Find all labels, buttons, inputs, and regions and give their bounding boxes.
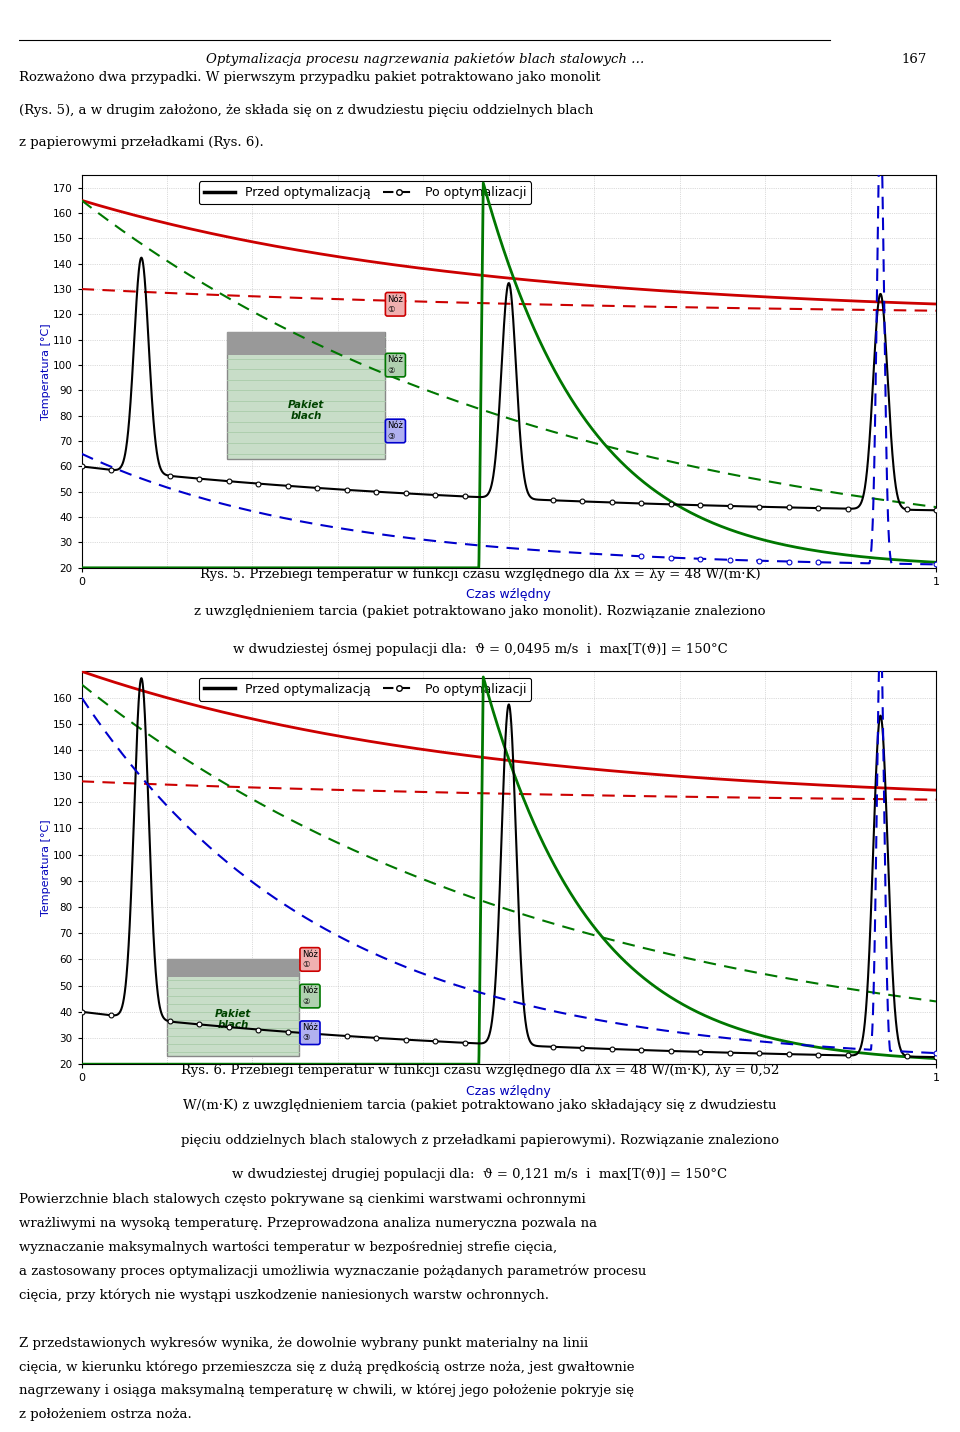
Bar bbox=[167, 959, 300, 1057]
Text: z papierowymi przeładkami (Rys. 6).: z papierowymi przeładkami (Rys. 6). bbox=[19, 136, 264, 149]
Text: Powierzchnie blach stalowych często pokrywane są cienkimi warstwami ochronnymi: Powierzchnie blach stalowych często pokr… bbox=[19, 1193, 586, 1206]
Text: wyznaczanie maksymalnych wartości temperatur w bezpośredniej strefie cięcia,: wyznaczanie maksymalnych wartości temper… bbox=[19, 1240, 558, 1253]
Text: a zastosowany proces optymalizacji umożliwia wyznaczanie pożądanych parametrów p: a zastosowany proces optymalizacji umożl… bbox=[19, 1264, 647, 1277]
Text: Nóż
②: Nóż ② bbox=[388, 355, 403, 375]
Text: W/(m·K) z uwzględnieniem tarcia (pakiet potraktowano jako składający się z dwudz: W/(m·K) z uwzględnieniem tarcia (pakiet … bbox=[183, 1098, 777, 1111]
Text: w dwudziestej ósmej populacji dla:  ϑ = 0,0495 m/s  i  max[T(ϑ)] = 150°C: w dwudziestej ósmej populacji dla: ϑ = 0… bbox=[232, 643, 728, 656]
Text: Nóż
①: Nóż ① bbox=[388, 295, 403, 314]
Text: nagrzewany i osiąga maksymalną temperaturę w chwili, w której jego położenie pok: nagrzewany i osiąga maksymalną temperatu… bbox=[19, 1383, 635, 1398]
Text: Pakiet
blach: Pakiet blach bbox=[215, 1008, 252, 1030]
Legend: Przed optymalizacją, Po optymalizacji: Przed optymalizacją, Po optymalizacji bbox=[199, 182, 531, 205]
Text: 167: 167 bbox=[901, 53, 927, 66]
Text: Rozważono dwa przypadki. W pierwszym przypadku pakiet potraktowano jako monolit: Rozważono dwa przypadki. W pierwszym prz… bbox=[19, 72, 601, 84]
Text: Pakiet
blach: Pakiet blach bbox=[288, 400, 324, 421]
Bar bbox=[167, 959, 300, 977]
Bar bbox=[227, 332, 385, 458]
Text: Nóż
②: Nóż ② bbox=[302, 987, 318, 1005]
Text: Rys. 6. Przebiegi temperatur w funkcji czasu względnego dla λx = 48 W/(m·K), λy : Rys. 6. Przebiegi temperatur w funkcji c… bbox=[180, 1064, 780, 1077]
Y-axis label: Temperatura [°C]: Temperatura [°C] bbox=[41, 324, 52, 420]
Y-axis label: Temperatura [°C]: Temperatura [°C] bbox=[41, 819, 52, 916]
Text: z położeniem ostrza noża.: z położeniem ostrza noża. bbox=[19, 1408, 192, 1421]
Text: Rys. 5. Przebiegi temperatur w funkcji czasu względnego dla λx = λy = 48 W/(m·K): Rys. 5. Przebiegi temperatur w funkcji c… bbox=[200, 569, 760, 581]
Legend: Przed optymalizacją, Po optymalizacji: Przed optymalizacją, Po optymalizacji bbox=[199, 677, 531, 700]
Text: cięcia, przy których nie wystąpi uszkodzenie naniesionych warstw ochronnych.: cięcia, przy których nie wystąpi uszkodz… bbox=[19, 1289, 549, 1302]
Text: w dwudziestej drugiej populacji dla:  ϑ = 0,121 m/s  i  max[T(ϑ)] = 150°C: w dwudziestej drugiej populacji dla: ϑ =… bbox=[232, 1169, 728, 1181]
Text: wrażliwymi na wysoką temperaturę. Przeprowadzona analiza numeryczna pozwala na: wrażliwymi na wysoką temperaturę. Przepr… bbox=[19, 1217, 597, 1230]
Text: Nóż
①: Nóż ① bbox=[302, 949, 318, 969]
Text: pięciu oddzielnych blach stalowych z przeładkami papierowymi). Rozwiązanie znale: pięciu oddzielnych blach stalowych z prz… bbox=[181, 1134, 779, 1147]
Text: Z przedstawionych wykresów wynika, że dowolnie wybrany punkt materialny na linii: Z przedstawionych wykresów wynika, że do… bbox=[19, 1336, 588, 1350]
Text: Optymalizacja procesu nagrzewania pakietów blach stalowych …: Optymalizacja procesu nagrzewania pakiet… bbox=[205, 52, 644, 66]
Text: Nóż
③: Nóż ③ bbox=[302, 1022, 318, 1042]
Bar bbox=[227, 332, 385, 355]
Text: cięcia, w kierunku którego przemieszcza się z dużą prędkością ostrze noża, jest : cięcia, w kierunku którego przemieszcza … bbox=[19, 1360, 635, 1373]
X-axis label: Czas wźlędny: Czas wźlędny bbox=[467, 589, 551, 601]
Text: z uwzględnieniem tarcia (pakiet potraktowano jako monolit). Rozwiązanie znalezio: z uwzględnieniem tarcia (pakiet potrakto… bbox=[194, 606, 766, 619]
Text: (Rys. 5), a w drugim założono, że składa się on z dwudziestu pięciu oddzielnych : (Rys. 5), a w drugim założono, że składa… bbox=[19, 103, 593, 117]
X-axis label: Czas wźlędny: Czas wźlędny bbox=[467, 1084, 551, 1097]
Text: Nóż
③: Nóż ③ bbox=[388, 421, 403, 441]
